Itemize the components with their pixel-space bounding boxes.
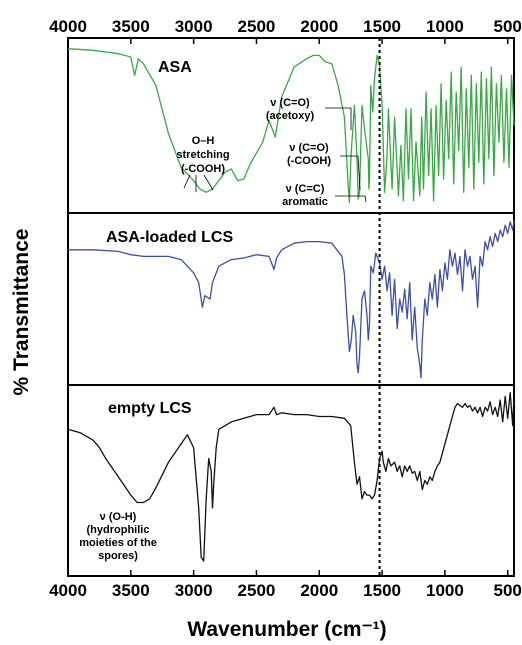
annotation-line: ν (C=O) [289,142,329,154]
annotation-leaders [183,107,367,203]
x-tick-label-bottom: 2500 [238,581,276,600]
x-tick-label-bottom: 3000 [175,581,213,600]
annotation-line: O–H [192,135,215,147]
x-tick-label-bottom: 4000 [49,581,87,600]
annotation-oh-stretching: O–H stretching (-COOH) [176,135,229,175]
x-tick-label-bottom: 1500 [363,581,401,600]
leader-line [203,174,214,191]
annotation-line: spores) [98,550,138,562]
leader-line [364,195,367,203]
annotation-line: (-COOH) [287,155,331,167]
annotation-line: ν (C=O) [270,97,310,109]
annotation-line: ν (C=C) [286,183,325,195]
x-tick-label-bottom: 3500 [112,581,150,600]
y-axis-title: % Transmittance [10,229,33,396]
annotation-line: (-COOH) [181,163,225,175]
series-lines [67,48,515,562]
panel-title-asa-loaded-lcs: ASA-loaded LCS [106,229,233,246]
x-tick-label-top: 1500 [363,17,401,36]
annotation-line: stretching [176,149,229,161]
x-axis-title: Wavenumber (cm⁻¹) [187,618,386,641]
annotation-oh-hydrophilic: ν (O-H) (hydrophilic moieties of the spo… [79,511,157,562]
annotation-line: ν (O-H) [100,511,137,523]
panel-title-empty-lcs: empty LCS [108,400,192,417]
x-tick-label-top: 2000 [300,17,338,36]
x-tick-label-top: 3000 [175,17,213,36]
leader-line [183,174,191,189]
x-tick-label-top: 2500 [238,17,276,36]
spectrum-line-1 [67,48,515,203]
panel-title-asa: ASA [158,59,192,76]
annotation-cc-aromatic: ν (C=C) aromatic [282,183,328,208]
annotation-line: moieties of the [79,537,157,549]
annotation-co-acetoxy: ν (C=O) (acetoxy) [266,97,315,122]
x-tick-label-bottom: 1000 [426,581,464,600]
x-tick-label-top: 4000 [49,17,87,36]
axis-ticks: 4000 4000 3500 3500 3000 3000 2500 2500 2000 2000… [49,17,522,600]
panel-frame-3 [67,384,515,577]
spectrum-line-3 [67,392,515,562]
annotation-line: aromatic [282,196,328,208]
x-tick-label-bottom: 500 [494,581,522,600]
leader-line [357,155,361,191]
spectrum-line-2 [68,220,515,379]
annotation-line: (acetoxy) [266,110,315,122]
x-tick-label-top: 3500 [112,17,150,36]
x-tick-label-top: 500 [494,17,522,36]
x-tick-label-top: 1000 [426,17,464,36]
annotation-co-cooh: ν (C=O) (-COOH) [287,142,331,167]
annotation-line: (hydrophilic [87,524,150,536]
x-tick-label-bottom: 2000 [300,581,338,600]
